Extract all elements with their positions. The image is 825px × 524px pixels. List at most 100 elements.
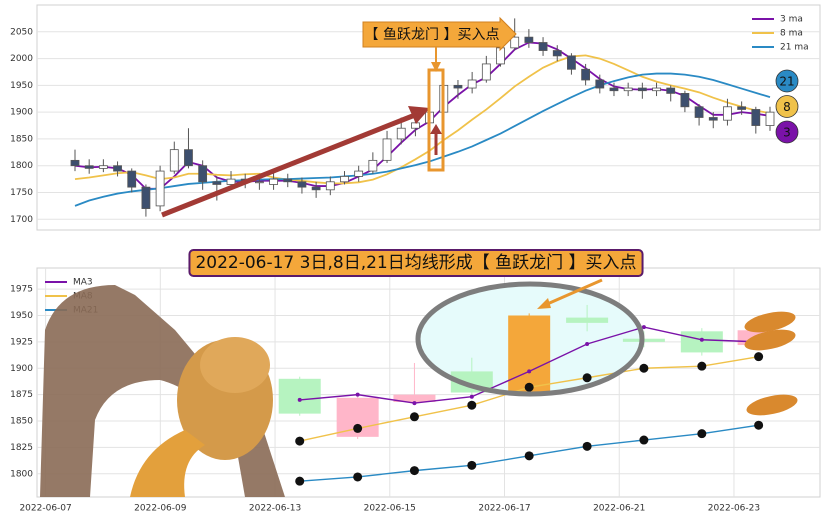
x-tick-label: 2022-06-23 (708, 504, 760, 514)
x-tick-label: 2022-06-21 (593, 504, 645, 514)
ma-marker (524, 382, 534, 392)
ma-marker (409, 412, 419, 422)
ma-marker (585, 341, 590, 346)
y-tick-label: 1900 (10, 108, 33, 118)
candle-body (609, 87, 619, 92)
y-tick-label: 2050 (10, 27, 33, 37)
candle-body (198, 165, 208, 183)
candle-body (297, 181, 307, 188)
title-box (188, 249, 644, 277)
ma-marker (582, 441, 592, 451)
candle-body (694, 106, 704, 118)
y-tick-label: 1825 (10, 443, 33, 453)
candle-body (278, 378, 321, 414)
ma-badge (775, 120, 799, 144)
candle-body (623, 87, 633, 92)
ma-marker (353, 472, 363, 482)
callout-label: 【 鱼跃龙门 】买入点 (365, 26, 500, 43)
candle-body (283, 178, 293, 183)
candle-body (751, 109, 761, 126)
ma-marker (469, 394, 474, 399)
ma-marker (639, 363, 649, 373)
candle-body (680, 92, 690, 108)
ma-marker (582, 373, 592, 383)
candle-body (113, 165, 122, 172)
candle-body (368, 159, 378, 172)
ma-marker (409, 466, 419, 476)
decor-carp (746, 394, 798, 416)
y-tick-label: 1950 (10, 81, 33, 91)
ma-marker (754, 420, 764, 430)
y-tick-label: 1925 (10, 337, 33, 347)
y-tick-label: 1850 (10, 134, 33, 144)
y-tick-label: 1700 (10, 215, 33, 225)
candle-body (737, 106, 747, 110)
ma-badge-label: 21 (779, 75, 794, 89)
callout-arrow-head (431, 62, 441, 72)
ma-marker (524, 451, 534, 461)
candle-body (467, 79, 477, 89)
candle-body (212, 181, 222, 185)
ma-marker (527, 369, 532, 374)
candle-body (524, 36, 534, 43)
candle-body (666, 87, 676, 94)
callout-shape (362, 16, 517, 52)
candle-body (155, 170, 165, 207)
ma-marker (639, 435, 649, 445)
ma-marker (641, 325, 646, 330)
ma-line (74, 54, 771, 185)
candle-body (496, 47, 505, 65)
decor-dog-head (200, 337, 270, 393)
ma-marker (754, 352, 764, 362)
candle-body (508, 315, 551, 394)
y-tick-label: 1800 (10, 469, 33, 479)
x-tick-label: 2022-06-07 (19, 504, 71, 514)
candle-body (723, 106, 732, 121)
highlight-ellipse (415, 281, 645, 397)
candle-body (595, 79, 605, 89)
ma-badge-label: 8 (783, 100, 791, 114)
chart-title: 2022-06-17 3日,8日,21日均线形成【 鱼跃龙门 】买入点 (195, 253, 636, 273)
candle-body (382, 138, 392, 161)
candle-body (566, 317, 609, 323)
candle-body (538, 42, 548, 51)
decor-dog-tail (130, 430, 205, 497)
candle-body (254, 181, 264, 184)
candle-body (510, 36, 520, 49)
candle-body (70, 159, 80, 167)
ma-marker (295, 436, 305, 446)
ma-marker (353, 423, 363, 433)
ma-marker (295, 476, 305, 486)
candle-body (311, 186, 321, 191)
legend-label: 8 ma (780, 29, 803, 39)
candle-body (169, 149, 179, 172)
trend-arrow-head (408, 106, 430, 124)
ma-marker (697, 361, 707, 371)
candle-body (141, 186, 151, 209)
candle-body (127, 170, 137, 188)
candle-body (98, 165, 108, 169)
signal-arrow-head (430, 124, 442, 134)
candle-body (567, 55, 576, 70)
candle-body (552, 50, 562, 57)
candle-body (652, 87, 661, 92)
legend-label: MA3 (73, 278, 93, 288)
ma-marker (412, 401, 417, 406)
pointer-arrow-head (537, 298, 551, 309)
ma-badge-label: 3 (783, 126, 791, 140)
y-tick-label: 1875 (10, 390, 33, 400)
candle-body (354, 170, 364, 177)
candle-body (581, 68, 591, 81)
ma-marker (297, 397, 302, 402)
ma-badge (775, 95, 799, 118)
candle-body (340, 176, 349, 183)
candle-body (184, 149, 193, 167)
decor-arch (40, 285, 285, 497)
decor-carp (744, 329, 796, 351)
x-tick-label: 2022-06-13 (249, 504, 301, 514)
candle-body (396, 127, 406, 140)
y-tick-label: 1800 (10, 161, 33, 171)
y-tick-label: 1850 (10, 417, 33, 427)
y-tick-label: 1975 (10, 285, 33, 295)
